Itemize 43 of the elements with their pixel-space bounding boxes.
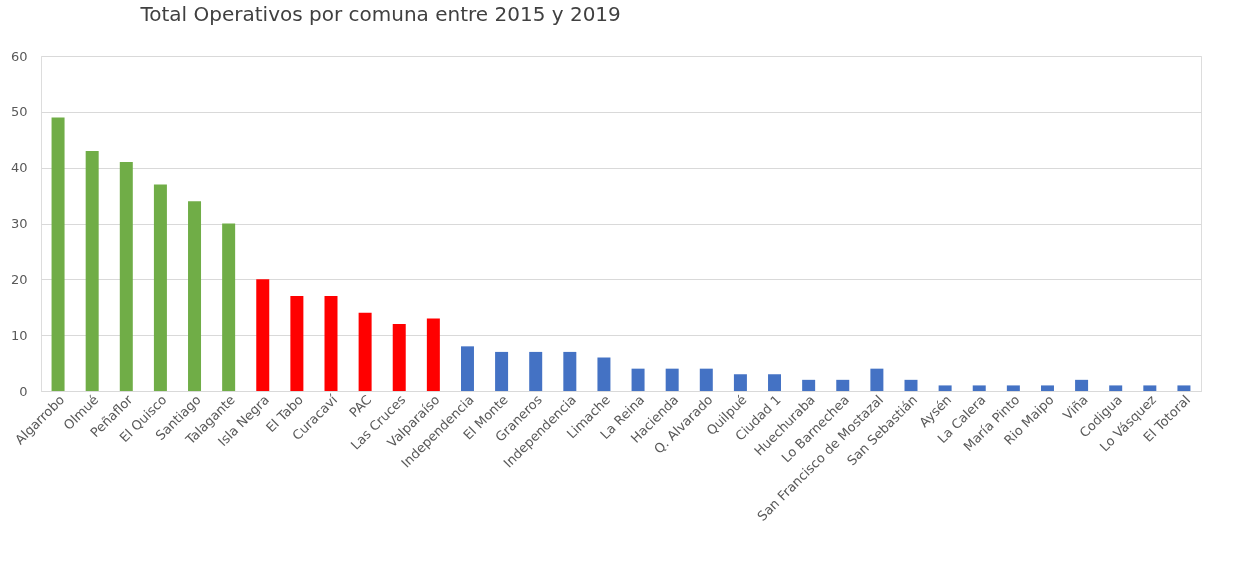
chart-title: Total Operativos por comuna entre 2015 y 2019	[139, 2, 621, 26]
bar	[51, 117, 65, 391]
bar	[119, 162, 133, 391]
bar	[460, 346, 474, 391]
bar	[699, 368, 713, 391]
bar	[938, 385, 952, 391]
y-tick-label: 10	[10, 327, 28, 343]
bar	[1109, 385, 1123, 391]
bar	[495, 351, 509, 391]
bar	[324, 296, 338, 391]
bar	[85, 150, 99, 391]
y-tick-label: 50	[10, 104, 28, 120]
bar	[563, 351, 577, 391]
x-tick-label: PAC	[346, 392, 375, 421]
bar	[290, 296, 304, 391]
bar	[1177, 385, 1191, 391]
y-tick-label: 20	[10, 271, 28, 287]
bar	[768, 374, 782, 391]
bar	[426, 318, 440, 391]
bar	[904, 379, 918, 391]
bar	[1143, 385, 1157, 391]
bar	[972, 385, 986, 391]
bar	[1040, 385, 1054, 391]
y-tick-label: 60	[10, 48, 28, 64]
bar	[256, 279, 270, 391]
y-tick-label: 30	[10, 216, 28, 231]
bar	[665, 368, 679, 391]
bar	[631, 368, 645, 391]
y-tick-label: 0	[19, 383, 28, 399]
bar	[802, 379, 816, 391]
bar	[1075, 379, 1089, 391]
bar	[358, 312, 372, 391]
bar	[836, 379, 850, 391]
bar	[733, 374, 747, 391]
bar	[1006, 385, 1020, 391]
bar	[222, 223, 236, 391]
y-tick-label: 40	[10, 160, 28, 176]
bar	[529, 351, 543, 391]
bar	[597, 357, 611, 391]
bar	[153, 184, 167, 391]
bar	[870, 368, 884, 391]
bar	[188, 201, 202, 391]
bar	[392, 324, 406, 391]
